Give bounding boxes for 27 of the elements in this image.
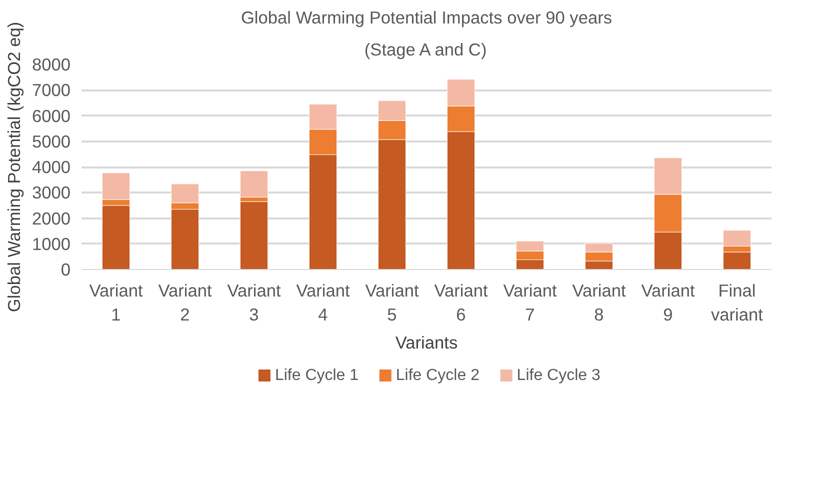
- x-tick-label: Variant 4: [296, 280, 350, 324]
- x-tick-label: Variant 8: [572, 280, 626, 324]
- x-axis-title: Variants: [395, 332, 458, 352]
- bar: [240, 201, 268, 270]
- y-tick-label: 6000: [32, 106, 71, 126]
- y-tick-label: 3000: [32, 182, 71, 203]
- y-axis-title: Global Warming Potential (kgCO2 eq): [4, 22, 24, 312]
- y-tick-label: 4000: [32, 157, 71, 177]
- legend-label: Life Cycle 2: [396, 367, 480, 384]
- x-tick-label: Variant 3: [227, 280, 281, 324]
- y-tick-label: 1000: [32, 234, 71, 254]
- y-tick-label: 2000: [32, 208, 71, 228]
- legend-label: Life Cycle 3: [516, 367, 600, 384]
- y-tick-label: 8000: [32, 54, 71, 74]
- x-tick-label: Variant 6: [434, 280, 488, 324]
- x-tick-label: Variant 7: [503, 280, 557, 324]
- legend-label: Life Cycle 1: [274, 367, 359, 384]
- chart-subtitle: (Stage A and C): [364, 40, 487, 60]
- x-tick-label: Variant 1: [89, 280, 143, 324]
- chart-title: Global Warming Potential Impacts over 90 years: [240, 8, 612, 28]
- x-tick-label: Final variant: [710, 280, 764, 324]
- x-tick-label: Variant 2: [158, 280, 212, 324]
- x-tick-label: Variant 5: [365, 280, 419, 324]
- x-tick-label: Variant 9: [641, 280, 695, 324]
- y-tick-label: 5000: [32, 131, 71, 152]
- y-tick-label: 7000: [32, 80, 71, 100]
- y-tick-label: 0: [60, 260, 71, 280]
